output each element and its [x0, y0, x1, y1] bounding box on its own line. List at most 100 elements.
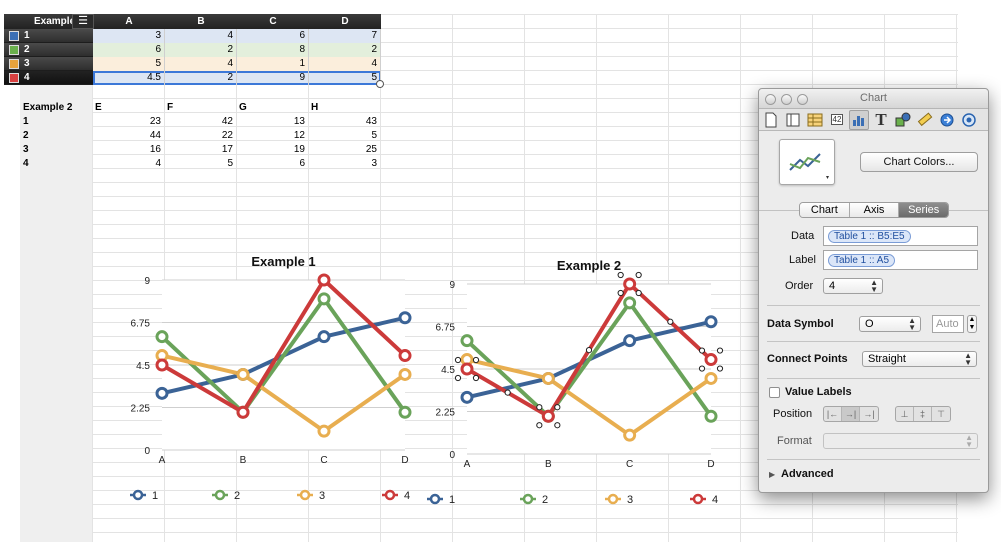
data-symbol-popup[interactable]: O ▲ ▼ [859, 316, 921, 332]
document-icon[interactable] [761, 110, 781, 130]
align-center-icon[interactable]: →|← [842, 407, 860, 421]
table-icon[interactable] [805, 110, 825, 130]
series-color-swatch[interactable] [9, 31, 19, 41]
layout-icon[interactable] [783, 110, 803, 130]
table-cell[interactable]: 6 [299, 158, 305, 169]
zoom-window-button[interactable] [797, 94, 808, 105]
disclosure-triangle-icon[interactable]: ▶ [769, 470, 776, 479]
quicklook-icon[interactable] [959, 110, 979, 130]
label-range-field[interactable]: Table 1 :: A5 [823, 250, 978, 270]
table-cell[interactable]: 9 [237, 71, 309, 85]
table-cell[interactable]: 2 [165, 43, 237, 57]
table-cell[interactable]: 16 [149, 144, 161, 155]
table-cell[interactable]: 43 [365, 116, 377, 127]
table-cell[interactable]: 6 [237, 29, 309, 43]
table-cell[interactable]: 4 [165, 29, 237, 43]
table-row[interactable]: 1 3 4 6 7 [4, 29, 381, 43]
table-cell[interactable]: 12 [293, 130, 305, 141]
table-cell[interactable]: 4 [309, 57, 381, 71]
order-stepper[interactable]: 4 ▲ ▼ [823, 278, 883, 294]
table-cell[interactable]: 1 [237, 57, 309, 71]
table1-col-header[interactable]: D [341, 16, 349, 27]
table-cell[interactable]: 2 [309, 43, 381, 57]
value-labels-checkbox[interactable] [769, 387, 780, 398]
table-cell[interactable]: 19 [293, 144, 305, 155]
shape-icon[interactable] [893, 110, 913, 130]
chart-icon[interactable] [849, 110, 869, 130]
tab-series[interactable]: Series [899, 203, 948, 217]
link-icon[interactable] [937, 110, 957, 130]
table-cell[interactable]: 7 [309, 29, 381, 43]
table1-row-header[interactable]: 1 [4, 29, 93, 43]
table-cell[interactable]: 8 [237, 43, 309, 57]
table1-col-header[interactable]: B [197, 16, 205, 27]
table-row-selected[interactable]: 4 4.5 2 9 5 [4, 71, 384, 88]
table-cell[interactable]: 2 [165, 71, 237, 85]
table1-row-header[interactable]: 2 [4, 43, 93, 57]
table-row[interactable]: 3 5 4 1 4 [4, 57, 381, 71]
table-cell[interactable]: 4 [155, 158, 161, 169]
line-chart-example-1[interactable]: Example 1 9 6.75 4.5 2.25 0A B C D 1 2 3 4 [120, 245, 430, 515]
table-cell[interactable]: 5 [371, 130, 377, 141]
table1-col-header[interactable]: C [269, 16, 277, 27]
align-left-icon[interactable]: |← [824, 407, 842, 421]
table-cell[interactable]: 13 [293, 116, 305, 127]
chart-inspector-window[interactable]: Chart 42 T [758, 88, 989, 493]
table-cell[interactable]: 5 [227, 158, 233, 169]
label-range-token[interactable]: Table 1 :: A5 [828, 254, 896, 267]
symbol-size-stepper[interactable]: ▲ ▼ [967, 315, 977, 333]
align-right-icon[interactable]: →| [863, 409, 875, 419]
align-bottom-icon[interactable]: ⊥ [896, 407, 914, 421]
ruler-icon[interactable] [915, 110, 935, 130]
close-window-button[interactable] [765, 94, 776, 105]
table-cell[interactable]: 3 [93, 29, 165, 43]
table1-col-header[interactable]: A [125, 16, 133, 27]
table-cell[interactable]: 23 [149, 116, 161, 127]
series-color-swatch[interactable] [9, 59, 19, 69]
table2-row-header[interactable]: 3 [23, 144, 29, 155]
table-cell[interactable]: 44 [149, 130, 161, 141]
series-color-swatch[interactable] [9, 73, 19, 83]
align-middle-icon[interactable]: ‡ [914, 407, 932, 421]
advanced-disclosure-label[interactable]: Advanced [781, 468, 834, 480]
series-color-swatch[interactable] [9, 45, 19, 55]
table2-row-header[interactable]: 2 [23, 130, 29, 141]
table-cell[interactable]: 6 [93, 43, 165, 57]
table-example-1[interactable]: Example 1 A B C D ☰ 1 3 4 6 7 2 6 2 8 2 [4, 14, 384, 88]
table-cell[interactable]: 4.5 [93, 71, 165, 85]
table-options-icon[interactable]: ☰ [72, 14, 94, 29]
selection-resize-handle[interactable] [376, 80, 384, 88]
table-cell[interactable]: 25 [365, 144, 377, 155]
text-icon[interactable]: T [875, 110, 887, 129]
table-cell[interactable]: 4 [165, 57, 237, 71]
table-cell[interactable]: 5 [309, 71, 381, 85]
table2-title[interactable]: Example 2 [23, 102, 73, 113]
inspector-titlebar[interactable]: Chart [759, 89, 988, 109]
table2-row-header[interactable]: 1 [23, 116, 29, 127]
table-cell[interactable]: 5 [93, 57, 165, 71]
table1-row-header[interactable]: 3 [4, 57, 93, 71]
symbol-size-field[interactable]: Auto [932, 315, 964, 333]
chart-type-picker[interactable] [779, 139, 835, 185]
data-range-token[interactable]: Table 1 :: B5:E5 [828, 230, 911, 243]
align-top-icon[interactable]: ⊤ [937, 409, 945, 419]
format-popup-disabled[interactable]: ▲ ▼ [823, 433, 978, 449]
table2-col-header[interactable]: H [311, 102, 319, 113]
tab-axis[interactable]: Axis [849, 203, 900, 217]
chart-colors-button[interactable]: Chart Colors... [860, 152, 978, 172]
data-range-field[interactable]: Table 1 :: B5:E5 [823, 226, 978, 246]
table-cell[interactable]: 42 [221, 116, 233, 127]
minimize-window-button[interactable] [781, 94, 792, 105]
tab-chart[interactable]: Chart [800, 203, 850, 217]
table2-col-header[interactable]: F [167, 102, 174, 113]
table-row[interactable]: 2 6 2 8 2 [4, 43, 381, 57]
table-cell[interactable]: 17 [221, 144, 233, 155]
table2-col-header[interactable]: E [95, 102, 102, 113]
table1-title[interactable]: Example 1 [34, 16, 74, 27]
table-example-2[interactable]: Example 2 E F G H 1 23 42 13 43 2 44 22 … [20, 101, 382, 173]
line-chart-example-2[interactable]: Example 2 9 6.75 4.5 2.25 0A B C D 1 2 3 4 [425, 250, 735, 515]
table2-row-header[interactable]: 4 [23, 158, 29, 169]
connect-points-popup[interactable]: Straight ▲ ▼ [862, 351, 977, 367]
table2-col-header[interactable]: G [239, 102, 247, 113]
table1-row-header[interactable]: 4 [4, 71, 93, 85]
